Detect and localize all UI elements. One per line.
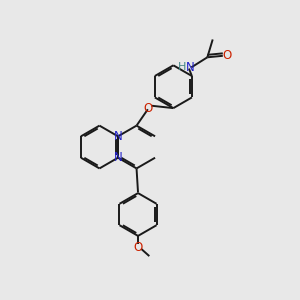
Text: N: N — [114, 130, 123, 143]
Text: O: O — [223, 49, 232, 62]
Text: N: N — [185, 61, 194, 74]
Text: H: H — [178, 62, 187, 72]
Text: O: O — [143, 103, 153, 116]
Text: O: O — [134, 241, 142, 254]
Text: N: N — [114, 151, 123, 164]
